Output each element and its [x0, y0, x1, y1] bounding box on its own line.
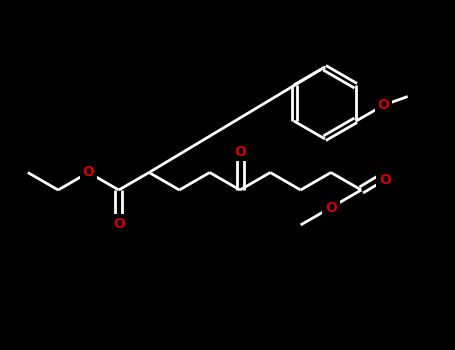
Text: O: O — [379, 173, 391, 187]
Text: O: O — [378, 98, 389, 112]
Text: O: O — [82, 166, 94, 180]
Text: O: O — [234, 145, 246, 159]
Text: O: O — [325, 201, 337, 215]
Text: O: O — [113, 217, 125, 231]
